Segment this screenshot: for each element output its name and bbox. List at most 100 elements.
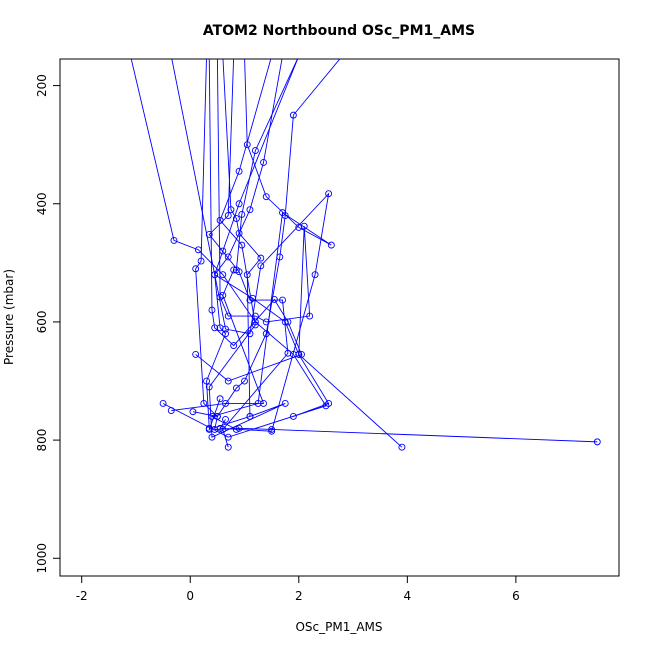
data-point <box>224 253 232 261</box>
data-point <box>208 433 216 441</box>
data-point <box>235 167 243 175</box>
series-layer <box>130 59 601 451</box>
plot-frame <box>59 58 620 577</box>
y-axis: 200 400 600 800 1000 <box>35 74 61 574</box>
data-point <box>227 206 235 214</box>
data-point <box>219 291 227 299</box>
data-point <box>211 271 219 279</box>
data-point <box>276 253 284 261</box>
x-axis-label: OSc_PM1_AMS <box>295 620 382 634</box>
data-point <box>327 241 335 249</box>
data-point <box>306 312 314 320</box>
data-point <box>246 413 254 420</box>
data-point <box>197 257 205 265</box>
data-point <box>222 415 229 423</box>
y-axis-label: Pressure (mbar) <box>2 269 16 365</box>
data-point <box>167 407 175 415</box>
data-point <box>289 111 297 119</box>
data-point <box>222 400 229 407</box>
data-point <box>216 424 224 432</box>
data-point <box>295 223 303 231</box>
data-point <box>224 212 232 220</box>
data-point <box>249 294 257 302</box>
data-point <box>262 193 270 201</box>
data-point <box>222 330 229 338</box>
series-line-1 <box>130 59 327 438</box>
data-point <box>398 443 406 451</box>
data-point <box>189 408 197 416</box>
y-tick-label: 800 <box>35 429 49 452</box>
series-line-5 <box>210 59 332 430</box>
data-point <box>219 247 227 255</box>
chart-title: ATOM2 Northbound OSc_PM1_AMS <box>203 23 475 39</box>
data-point <box>205 383 213 391</box>
data-point <box>205 231 213 238</box>
data-point <box>241 377 248 385</box>
x-tick-label: 2 <box>295 589 303 603</box>
data-point <box>325 400 333 407</box>
data-point <box>230 342 238 350</box>
series-line-3 <box>208 59 289 448</box>
y-tick-label: 600 <box>35 310 49 333</box>
data-point <box>289 413 297 420</box>
data-point <box>159 400 167 407</box>
data-point <box>246 206 254 214</box>
data-point <box>170 236 178 244</box>
data-point <box>260 400 267 407</box>
data-point <box>251 147 259 155</box>
data-point <box>203 377 210 385</box>
data-point <box>216 216 224 224</box>
data-point <box>216 324 224 332</box>
data-point <box>232 215 240 222</box>
data-point <box>211 324 219 332</box>
data-point <box>232 384 240 392</box>
data-point <box>235 229 243 237</box>
data-point <box>232 266 240 274</box>
data-point <box>311 271 319 279</box>
data-point <box>295 350 303 358</box>
data-point <box>257 262 265 270</box>
series-line-10 <box>195 59 303 382</box>
data-point <box>192 265 200 273</box>
data-point <box>593 438 601 446</box>
data-point <box>238 210 246 218</box>
series-line-4 <box>216 59 403 448</box>
y-tick-label: 1000 <box>35 543 49 574</box>
data-point <box>268 427 276 435</box>
data-point <box>213 413 221 420</box>
data-point <box>224 312 232 320</box>
x-tick-label: 6 <box>512 589 520 603</box>
series-line-13 <box>214 59 330 417</box>
data-point <box>279 296 286 304</box>
data-point <box>260 158 267 166</box>
x-tick-label: 4 <box>404 589 412 603</box>
data-point <box>224 443 232 451</box>
series-line-7 <box>208 59 286 438</box>
data-point <box>270 296 278 303</box>
data-point <box>325 190 333 198</box>
x-tick-label: 0 <box>186 589 194 603</box>
data-point <box>208 306 216 314</box>
series-line-9 <box>192 59 341 417</box>
data-point <box>281 318 289 326</box>
data-point <box>205 424 213 432</box>
y-tick-label: 400 <box>35 192 49 215</box>
data-point <box>224 377 232 385</box>
data-point <box>235 200 243 208</box>
x-axis: -2 0 2 4 6 <box>76 575 520 603</box>
data-point <box>257 254 265 262</box>
y-tick-label: 200 <box>35 74 49 97</box>
data-point <box>284 349 292 357</box>
x-tick-label: -2 <box>76 589 88 603</box>
series-line-6 <box>208 59 262 431</box>
data-point <box>230 266 238 274</box>
data-point <box>262 318 270 326</box>
data-point <box>268 426 276 433</box>
data-point <box>246 330 254 338</box>
data-point <box>281 212 289 220</box>
data-point <box>262 330 270 338</box>
data-point <box>192 350 200 358</box>
series-line-11 <box>171 59 330 432</box>
